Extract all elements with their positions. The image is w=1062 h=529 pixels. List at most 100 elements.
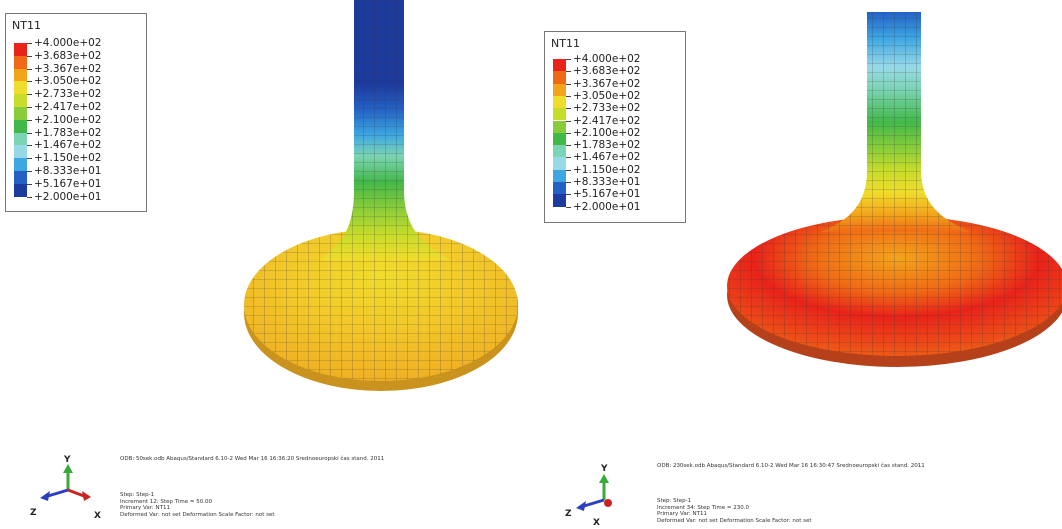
legend-value: +1.783e+02	[34, 126, 102, 139]
valve-model-50s	[40, 0, 518, 501]
step-info-1: Step: Step-1	[120, 492, 155, 498]
legend-value: +1.467e+02	[573, 151, 641, 164]
axis-triad	[40, 464, 91, 501]
color-legend: NT11 +4.000e+02 +3.683e+02 +3.367e+02 +3.05…	[5, 13, 147, 212]
axis-z-label: Z	[565, 509, 572, 519]
legend-tick	[27, 132, 32, 134]
legend-swatch	[553, 194, 566, 207]
legend-value: +4.000e+02	[573, 53, 641, 65]
legend-tick	[566, 132, 571, 134]
legend-tick	[27, 55, 32, 57]
step-info-1: Step: Step-1	[657, 498, 692, 504]
legend-value: +2.100e+02	[573, 126, 641, 139]
legend-value: +2.000e+01	[34, 190, 102, 203]
legend-swatch	[553, 169, 566, 182]
legend-tick	[566, 182, 571, 183]
step-info-3: Primary Var: NT11	[120, 505, 170, 511]
legend-tick	[566, 71, 571, 73]
legend-value: +3.050e+02	[573, 89, 641, 102]
legend-value: +1.467e+02	[34, 139, 102, 152]
legend-swatch	[14, 119, 27, 133]
legend-value: +1.150e+02	[34, 152, 102, 165]
legend-swatch	[14, 55, 27, 69]
legend-tick	[27, 196, 32, 198]
legend-tick	[27, 81, 32, 83]
legend-tick	[566, 95, 571, 97]
legend-swatch	[14, 145, 27, 159]
legend-tick	[566, 157, 571, 159]
legend-title: NT11	[12, 19, 41, 32]
step-info-2: Increment 12: Step Time = 50.00	[120, 498, 212, 505]
color-legend: NT11 +4.000e+02 +3.683e+02 +3.367e+02 +3.05…	[544, 31, 686, 223]
contour-panel-50s: NT11 +4.000e+02 +3.683e+02 +3.367e+02 +3.05…	[5, 0, 518, 521]
legend-value: +2.733e+02	[573, 102, 641, 115]
legend-tick	[566, 83, 571, 85]
legend-value: +2.417e+02	[573, 114, 641, 127]
odb-info: ODB: 230sek.odb Abaqus/Standard 6.10-2 W…	[657, 463, 925, 469]
legend-swatch	[553, 157, 566, 170]
legend-swatch	[14, 81, 27, 95]
legend-value: +2.733e+02	[34, 88, 102, 101]
legend-title: NT11	[551, 37, 580, 50]
legend-tick	[27, 171, 32, 172]
legend-swatch	[14, 107, 27, 120]
legend-swatch	[14, 94, 27, 107]
legend-tick	[566, 120, 571, 122]
axis-z-label: Z	[30, 508, 37, 518]
legend-value: +8.333e+01	[573, 176, 641, 188]
legend-value: +3.367e+02	[34, 62, 102, 75]
step-info-3: Primary Var: NT11	[657, 511, 707, 517]
legend-tick	[27, 107, 32, 108]
legend-swatch	[553, 83, 566, 96]
legend-tick	[27, 43, 32, 44]
axis-x-label: X	[593, 518, 600, 528]
legend-value: +5.167e+01	[573, 188, 641, 201]
legend-value: +3.683e+02	[34, 49, 102, 62]
legend-value: +5.167e+01	[34, 177, 102, 190]
legend-swatch	[553, 71, 566, 84]
legend-value: +3.367e+02	[573, 77, 641, 90]
step-info-2: Increment 34: Step Time = 230.0	[657, 504, 749, 511]
legend-tick	[27, 119, 32, 121]
legend-value: +8.333e+01	[34, 165, 102, 177]
legend-tick	[566, 145, 571, 147]
legend-swatch	[553, 182, 566, 195]
legend-value: +3.683e+02	[573, 65, 641, 78]
legend-value: +3.050e+02	[34, 75, 102, 88]
legend-swatch	[14, 183, 27, 197]
legend-tick	[27, 145, 32, 147]
legend-swatch	[553, 145, 566, 158]
contour-panel-230s: NT11 +4.000e+02 +3.683e+02 +3.367e+02 +3.05…	[531, 0, 1062, 529]
legend-value: +1.150e+02	[573, 163, 641, 176]
legend-tick	[27, 68, 32, 70]
legend-swatch	[553, 95, 566, 109]
legend-swatch	[14, 132, 27, 146]
legend-tick	[27, 158, 32, 160]
step-info-4: Deformed Var: not set Deformation Scale …	[120, 511, 275, 518]
legend-tick	[27, 94, 32, 96]
legend-swatch	[553, 108, 566, 121]
legend-tick	[27, 183, 32, 185]
legend-tick	[566, 108, 571, 110]
legend-value: +2.000e+01	[573, 200, 641, 213]
legend-tick	[566, 59, 571, 60]
legend-swatch	[553, 120, 566, 133]
legend-value: +2.417e+02	[34, 101, 102, 113]
odb-info: ODB: 50sek.odb Abaqus/Standard 6.10-2 We…	[120, 456, 385, 462]
axis-x-label: X	[94, 511, 101, 521]
legend-value: +4.000e+02	[34, 37, 102, 49]
legend-swatch	[14, 171, 27, 184]
legend-value: +1.783e+02	[573, 139, 641, 152]
axis-y-label: Y	[601, 464, 608, 474]
axis-y-label: Y	[64, 455, 71, 465]
legend-tick	[566, 169, 571, 171]
legend-swatch	[553, 59, 566, 72]
legend-value: +2.100e+02	[34, 113, 102, 126]
valve-model-230s	[576, 12, 1062, 511]
legend-tick	[566, 206, 571, 208]
legend-swatch	[14, 158, 27, 171]
step-info-4: Deformed Var: not set Deformation Scale …	[657, 517, 812, 524]
legend-tick	[566, 194, 571, 196]
axis-triad	[576, 474, 612, 511]
legend-swatch	[553, 132, 566, 146]
